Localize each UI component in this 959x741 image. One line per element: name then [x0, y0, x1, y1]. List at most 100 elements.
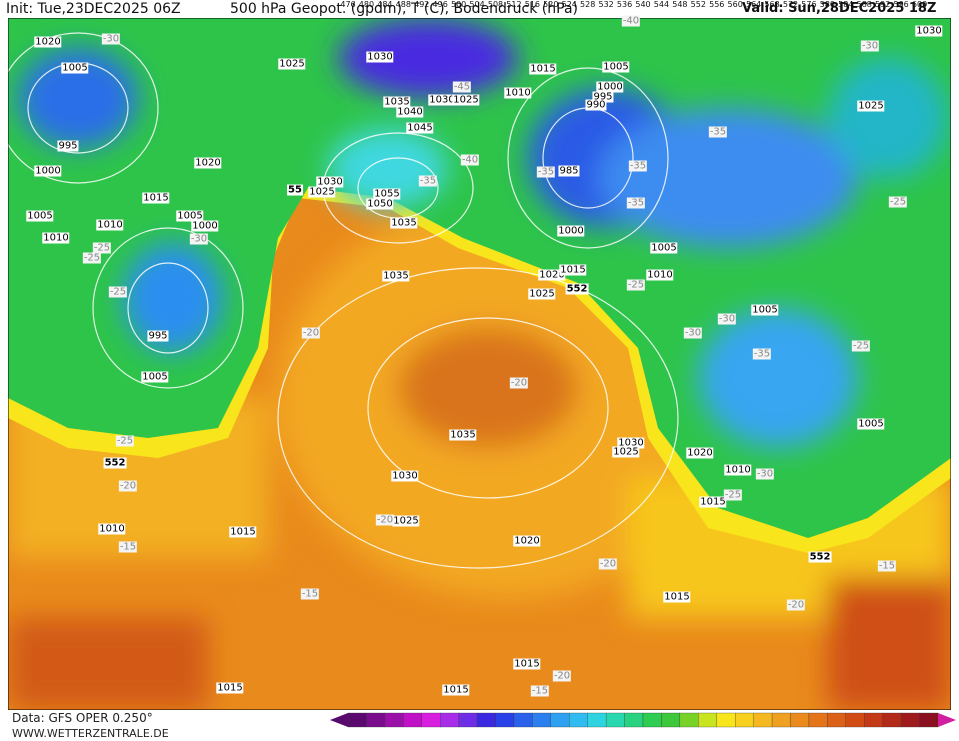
temperature-label: -15	[530, 685, 550, 697]
colorbar-cell	[569, 712, 588, 728]
colorbar-cell	[790, 712, 810, 728]
temperature-label: -35	[418, 175, 438, 187]
temperature-label: -20	[552, 670, 572, 682]
colorbar-label: 572	[782, 0, 799, 9]
temperature-label: -35	[536, 166, 556, 178]
isobar-label: 1035	[390, 217, 418, 229]
colorbar-cell	[458, 712, 478, 728]
isobar-label: 995	[147, 330, 169, 342]
colorbar-cell	[624, 712, 644, 728]
colorbar-cell	[753, 712, 773, 728]
colorbar-cell	[495, 712, 515, 728]
colorbar-label: 532	[598, 0, 614, 9]
temperature-label: -25	[851, 340, 871, 352]
isobar-label: 1015	[229, 526, 257, 538]
isobar-label: 1015	[529, 63, 557, 75]
colorbar-cell	[587, 712, 607, 728]
colorbar-cell	[421, 712, 441, 728]
temperature-label: -35	[626, 197, 646, 209]
isobar-label: 1005	[141, 371, 169, 383]
isobar-label: 1025	[308, 186, 336, 198]
colorbar-label: 600	[911, 0, 928, 9]
colorbar-cell	[864, 712, 883, 728]
isobar-label: 1020	[686, 447, 714, 459]
colorbar-label: 584	[838, 0, 854, 9]
colorbar-cell	[735, 712, 754, 728]
temperature-label: -30	[717, 313, 737, 325]
isobar-label: 1025	[452, 94, 480, 106]
colorbar-cell	[403, 712, 422, 728]
isobar-label: 1015	[663, 591, 691, 603]
colorbar-label: 492	[414, 0, 430, 9]
temperature-label: -30	[683, 327, 703, 339]
isobar-label: 1005	[857, 418, 885, 430]
temperature-label: -25	[115, 435, 135, 447]
isobar-label: 1025	[612, 446, 640, 458]
colorbar-label: 516	[524, 0, 541, 9]
colorbar-label: 480	[358, 0, 375, 9]
isobar-label: 1000	[596, 81, 624, 93]
isobar-label: 1030	[915, 25, 943, 37]
isobar-label: 1050	[366, 198, 394, 210]
colorbar-cell	[827, 712, 846, 728]
colorbar-cell	[938, 713, 956, 727]
temperature-label: -30	[755, 468, 775, 480]
isobar-label: 1000	[557, 225, 585, 237]
isobar-label: 1000	[34, 165, 62, 177]
colorbar-cell	[808, 712, 828, 728]
colorbar-label: 488	[395, 0, 411, 9]
isobar-label: 1015	[142, 192, 170, 204]
isobar-label: 1025	[528, 288, 556, 300]
temperature-label: -30	[189, 233, 209, 245]
colorbar-cell	[698, 712, 717, 728]
geopotential-label: 552	[565, 283, 589, 295]
colorbar-label: 496	[432, 0, 448, 9]
colorbar-cell	[476, 712, 496, 728]
colorbar-cell	[330, 713, 348, 727]
isobar-label: 1020	[194, 157, 222, 169]
isobar-label: 1015	[559, 264, 587, 276]
colorbar-label: 560	[727, 0, 743, 9]
temperature-label: -30	[101, 33, 121, 45]
isobar-label: 1025	[857, 100, 885, 112]
temperature-label: -30	[860, 40, 880, 52]
temperature-label: -25	[626, 279, 646, 291]
geopotential-label: 552	[103, 457, 127, 469]
colorbar-label: 552	[690, 0, 706, 9]
isobar-label: 1030	[428, 94, 456, 106]
temperature-label: -40	[621, 15, 641, 27]
colorbar-cell	[440, 712, 459, 728]
isobar-label: 1035	[449, 429, 477, 441]
temperature-label: -35	[708, 126, 728, 138]
isobar-label: 1035	[383, 96, 411, 108]
colorbar-cell	[384, 712, 404, 728]
colorbar-label: 568	[764, 0, 780, 9]
isobar-label: 1040	[396, 106, 424, 118]
colorbar-cell	[513, 712, 533, 728]
temperature-label: -20	[509, 377, 529, 389]
colorbar-label: 556	[709, 0, 725, 9]
isobar-label: 1015	[699, 496, 727, 508]
colorbar	[330, 712, 956, 728]
colorbar-label: 536	[616, 0, 633, 9]
isobar-label: 985	[558, 165, 580, 177]
colorbar-label: 596	[893, 0, 909, 9]
colorbar-cell	[347, 712, 367, 728]
colorbar-label: 476	[340, 0, 356, 9]
isobar-label: 1005	[650, 242, 678, 254]
data-source: Data: GFS OPER 0.250°	[12, 711, 153, 725]
colorbar-cell	[845, 712, 865, 728]
isobar-label: 1005	[176, 210, 204, 222]
colorbar-cell	[550, 712, 570, 728]
colorbar-label: 576	[801, 0, 817, 9]
isobar-label: 1015	[216, 682, 244, 694]
colorbar-label: 544	[653, 0, 670, 9]
valid-time: Valid: Sun,28DEC2025 18Z	[742, 1, 937, 16]
isobar-label: 1005	[602, 61, 630, 73]
geopotential-label: 552	[808, 551, 832, 563]
temperature-label: -35	[752, 348, 772, 360]
temperature-label: -20	[301, 327, 321, 339]
colorbar-label: 540	[635, 0, 651, 9]
isobar-label: 1005	[61, 62, 89, 74]
